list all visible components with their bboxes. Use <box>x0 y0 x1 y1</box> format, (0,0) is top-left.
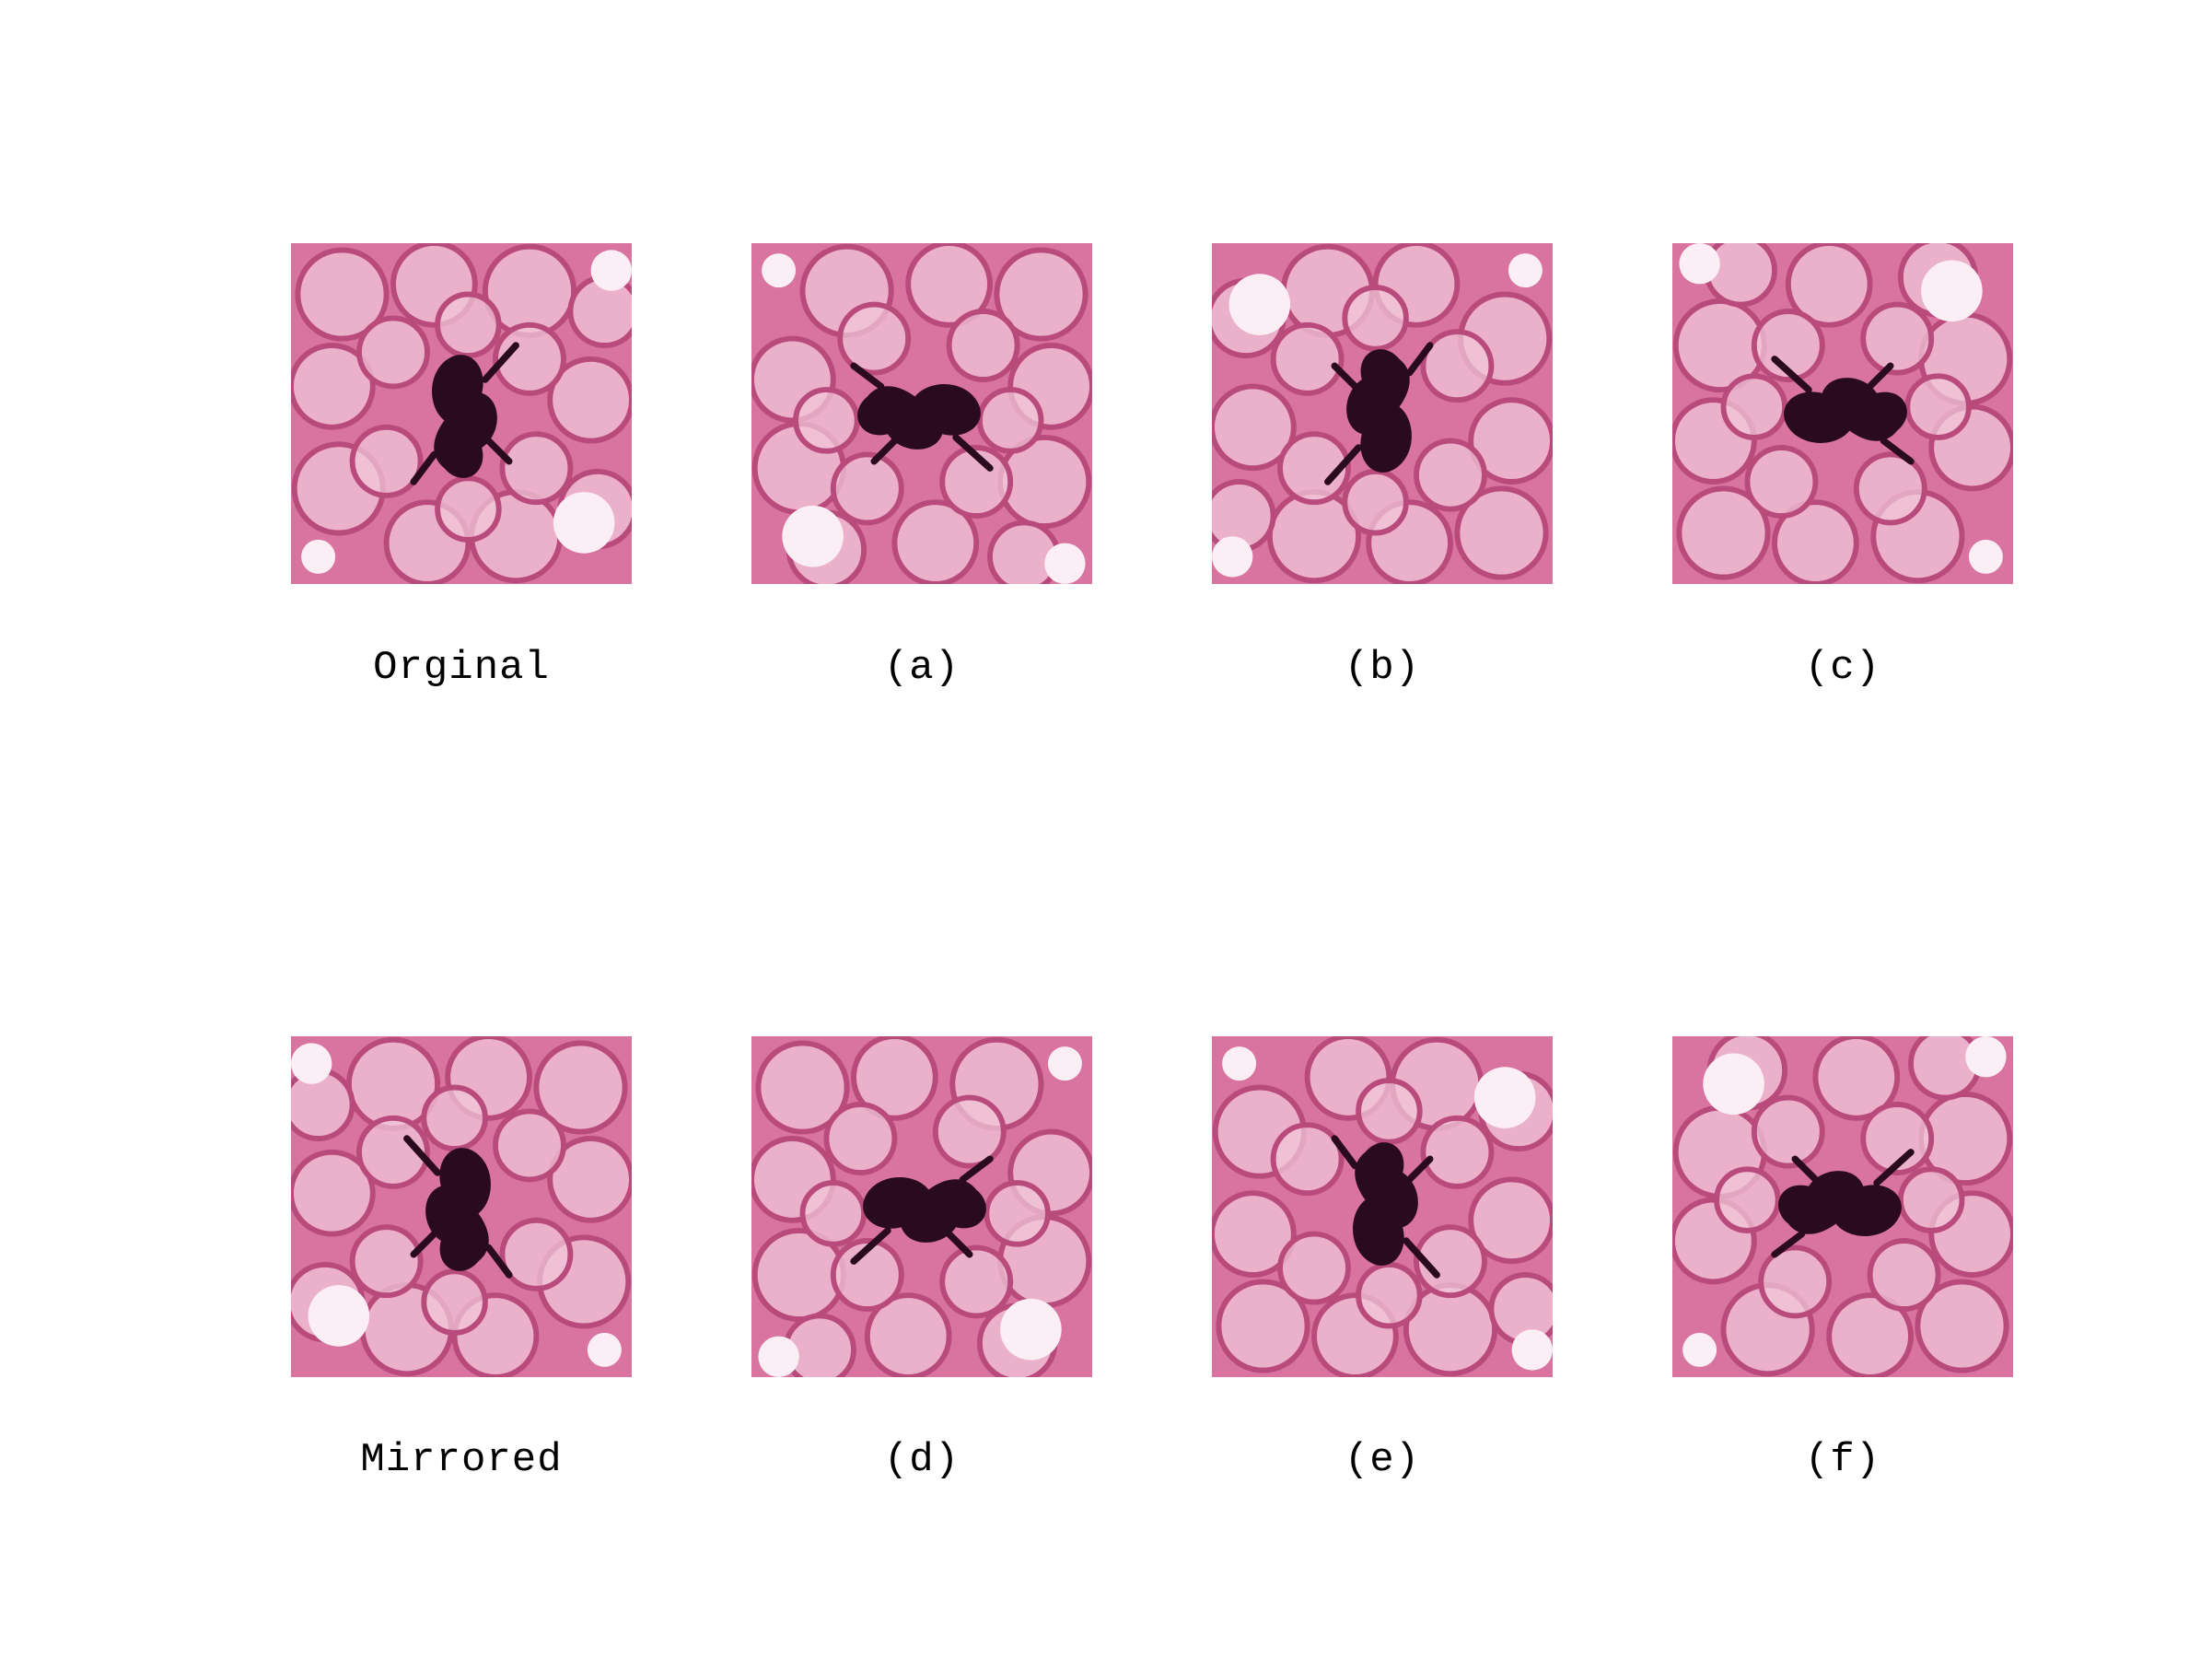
panel-b <box>1212 243 1553 584</box>
caption-original: Orginal <box>373 645 550 691</box>
mirrored-f-cell-image <box>1672 1036 2013 1377</box>
panel-a <box>751 243 1092 584</box>
panel-mirrored <box>291 1036 632 1377</box>
caption-a: (a) <box>883 645 960 691</box>
mirrored-cell-image <box>291 1036 632 1377</box>
caption-e: (e) <box>1344 1437 1421 1483</box>
panel-original <box>291 243 632 584</box>
caption-f: (f) <box>1804 1437 1881 1483</box>
caption-mirrored: Mirrored <box>360 1437 563 1483</box>
panel-e <box>1212 1036 1553 1377</box>
rotated-c-cell-image <box>1672 243 2013 584</box>
panel-d <box>751 1036 1092 1377</box>
panel-c <box>1672 243 2013 584</box>
rotated-a-cell-image <box>751 243 1092 584</box>
caption-c: (c) <box>1804 645 1881 691</box>
mirrored-e-cell-image <box>1212 1036 1553 1377</box>
rotated-b-cell-image <box>1212 243 1553 584</box>
original-cell-image <box>291 243 632 584</box>
mirrored-d-cell-image <box>751 1036 1092 1377</box>
caption-b: (b) <box>1344 645 1421 691</box>
caption-d: (d) <box>883 1437 960 1483</box>
panel-f <box>1672 1036 2013 1377</box>
